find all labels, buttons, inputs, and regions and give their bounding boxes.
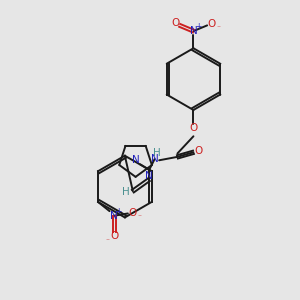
Text: N: N bbox=[132, 155, 140, 165]
Text: N: N bbox=[145, 171, 153, 181]
Text: O: O bbox=[110, 231, 118, 241]
Text: H: H bbox=[122, 187, 130, 197]
Text: H: H bbox=[153, 148, 161, 158]
Text: O: O bbox=[171, 18, 179, 28]
Text: N: N bbox=[110, 211, 118, 221]
Text: N: N bbox=[151, 154, 158, 164]
Text: ⁻: ⁻ bbox=[137, 212, 141, 221]
Text: ⁻: ⁻ bbox=[217, 23, 220, 32]
Text: N: N bbox=[190, 26, 197, 36]
Text: O: O bbox=[128, 208, 136, 218]
Text: +: + bbox=[116, 207, 122, 216]
Text: O: O bbox=[208, 19, 216, 29]
Text: O: O bbox=[189, 123, 198, 133]
Text: ⁻: ⁻ bbox=[105, 236, 109, 245]
Text: O: O bbox=[194, 146, 202, 156]
Text: +: + bbox=[195, 22, 201, 31]
